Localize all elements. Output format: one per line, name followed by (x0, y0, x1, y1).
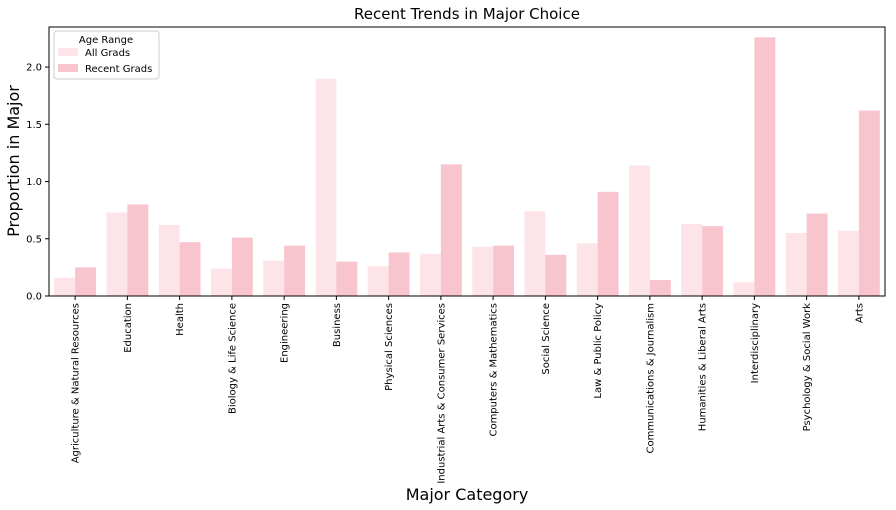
bar-recent-grads-10 (597, 191, 619, 296)
x-axis-title: Major Category (406, 485, 529, 504)
bar-recent-grads-11 (649, 279, 671, 296)
legend-title: Age Range (79, 35, 133, 46)
bar-all-grads-11 (628, 165, 650, 296)
x-tick-label: Industrial Arts & Consumer Services (436, 303, 447, 484)
bar-recent-grads-4 (284, 245, 306, 296)
y-axis: 0.0 0.5 1.0 1.5 2.0 (26, 63, 49, 303)
legend-frame (53, 30, 160, 80)
bar-recent-grads-6 (388, 252, 410, 296)
x-tick-label: Communications & Journalism (645, 303, 656, 454)
bar-recent-grads-8 (493, 245, 515, 296)
bar-all-grads-15 (837, 230, 859, 296)
x-axis: Agriculture & Natural Resources Education… (71, 296, 865, 484)
bar-all-grads-8 (472, 246, 494, 296)
y-tick-label: 2.0 (26, 63, 42, 74)
x-tick-label: Health (175, 303, 186, 336)
y-tick-label: 0.0 (26, 292, 42, 303)
bar-all-grads-9 (524, 211, 546, 296)
x-tick-label: Business (332, 303, 343, 347)
bar-recent-grads-1 (127, 204, 149, 296)
bar-recent-grads-5 (336, 261, 358, 296)
bar-recent-grads-7 (440, 164, 462, 296)
bar-recent-grads-3 (231, 237, 253, 296)
x-tick-label: Computers & Mathematics (489, 303, 500, 437)
x-tick-label: Humanities & Liberal Arts (698, 303, 709, 431)
plot-frame (48, 26, 886, 297)
bar-recent-grads-0 (75, 267, 97, 296)
bar-all-grads-4 (263, 260, 285, 296)
bar-recent-grads-13 (754, 37, 776, 297)
bar-all-grads-7 (419, 253, 441, 296)
bar-all-grads-14 (785, 233, 807, 296)
bar-all-grads-0 (54, 277, 76, 296)
bar-recent-grads-14 (806, 213, 828, 296)
bar-all-grads-12 (681, 223, 703, 296)
x-tick-label: Interdisciplinary (750, 303, 761, 383)
legend: Age Range All Grads Recent Grads (53, 30, 160, 80)
x-tick-label: Engineering (280, 303, 291, 363)
legend-label: All Grads (85, 48, 130, 59)
bar-all-grads-1 (106, 212, 128, 296)
bar-recent-grads-12 (702, 226, 724, 296)
bar-all-grads-13 (733, 282, 755, 296)
bar-all-grads-6 (367, 266, 389, 296)
x-tick-label: Social Science (541, 303, 552, 375)
y-axis-title: Proportion in Major (4, 85, 23, 237)
bar-recent-grads-2 (179, 242, 201, 296)
y-tick-label: 1.5 (26, 120, 42, 131)
bar-recent-grads-9 (545, 254, 567, 296)
y-tick-label: 0.5 (26, 234, 42, 245)
chart-title: Recent Trends in Major Choice (354, 5, 580, 23)
legend-swatch (58, 48, 78, 56)
x-tick-label: Arts (854, 303, 865, 323)
x-tick-label: Psychology & Social Work (802, 303, 813, 432)
x-tick-label: Biology & Life Science (227, 303, 238, 414)
bar-all-grads-2 (158, 225, 180, 296)
y-tick-label: 1.0 (26, 177, 42, 188)
bar-all-grads-10 (576, 243, 598, 296)
legend-label: Recent Grads (85, 64, 152, 75)
bar-all-grads-3 (210, 268, 232, 296)
x-tick-label: Physical Sciences (384, 303, 395, 391)
x-tick-label: Education (123, 303, 134, 353)
plot-bars (54, 37, 880, 297)
x-tick-label: Law & Public Policy (593, 303, 604, 399)
bar-recent-grads-15 (858, 110, 880, 296)
legend-swatch (58, 64, 78, 72)
bar-all-grads-5 (315, 78, 337, 296)
x-tick-label: Agriculture & Natural Resources (71, 303, 82, 463)
